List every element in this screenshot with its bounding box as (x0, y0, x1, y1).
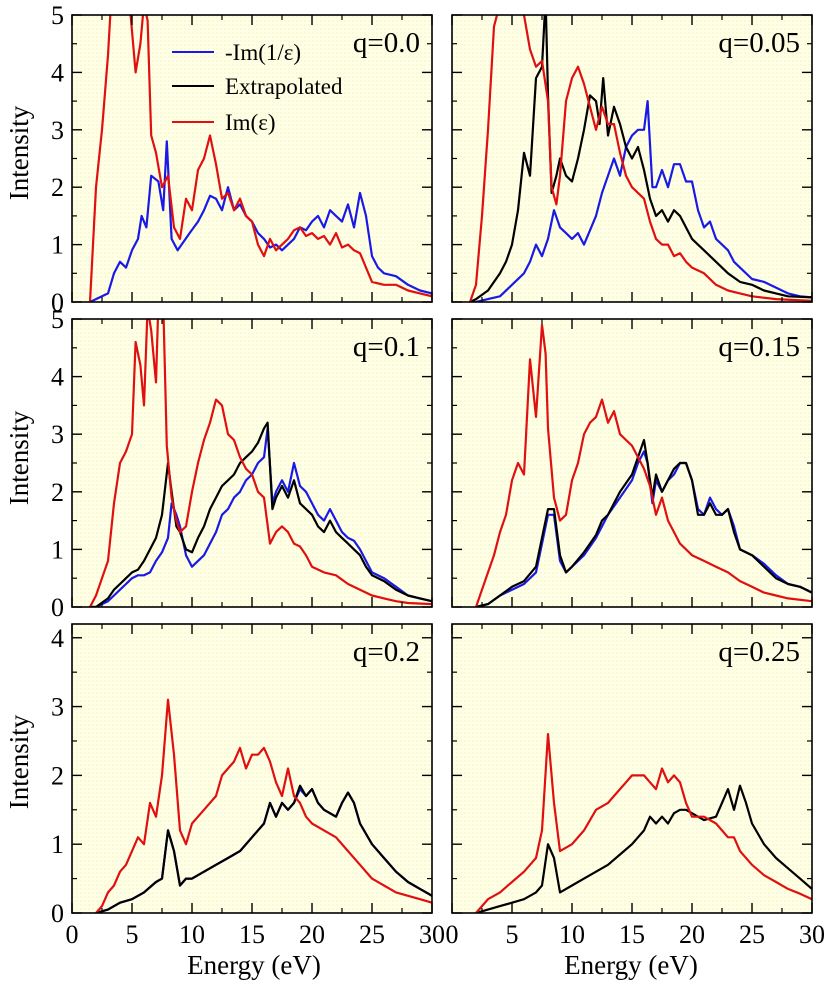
series-line-im (88, 15, 432, 302)
series-line-im (468, 15, 812, 302)
plot-background (72, 319, 432, 607)
plot-background (452, 319, 812, 607)
panel-label: q=0.25 (718, 636, 800, 668)
legend-label-inv: -Im(1/ε) (225, 40, 301, 65)
y-axis-label-row-3: Intensity (4, 714, 34, 809)
series-group (88, 15, 432, 302)
y-tick-label: 1 (51, 830, 64, 859)
series-line-ext (469, 15, 812, 302)
y-tick-label: 2 (51, 761, 64, 790)
labels-layer: Intensity Intensity Intensity Energy (eV… (4, 105, 698, 980)
x-tick-label: 30 (419, 920, 445, 949)
x-tick-label: 5 (506, 920, 519, 949)
x-tick-label: 25 (359, 920, 385, 949)
panel-label: q=0.1 (353, 331, 420, 363)
panel-label: q=0.05 (718, 27, 800, 59)
x-tick-label: 20 (299, 920, 325, 949)
y-tick-label: 1 (51, 231, 64, 260)
panel-4: q=0.15 (451, 318, 813, 608)
series-line-inv (475, 450, 812, 607)
y-axis-label-row-1: Intensity (4, 105, 34, 200)
y-tick-label: 1 (51, 535, 64, 564)
legend-label-im: Im(ε) (225, 110, 276, 135)
series-group (474, 323, 812, 607)
x-tick-label: 30 (799, 920, 825, 949)
x-axis-label-left: Energy (eV) (187, 950, 321, 980)
panel-5: 0 5 10 15 20 25 30 0 1 2 3 4 q=0.2 (51, 623, 445, 949)
x-tick-label: 15 (239, 920, 265, 949)
x-tick-label: 10 (179, 920, 205, 949)
x-tick-label: 0 (66, 920, 79, 949)
y-tick-label: 3 (51, 116, 64, 145)
y-tick-label: 5 (51, 1, 64, 30)
series-group (95, 698, 432, 913)
y-tick-label: 0 (51, 593, 64, 622)
series-line-im (95, 698, 432, 913)
panel-label: q=0.15 (718, 331, 800, 363)
y-tick-label: 3 (51, 693, 64, 722)
y-tick-label: 3 (51, 420, 64, 449)
y-tick-label: 4 (51, 58, 64, 87)
series-line-im (474, 323, 812, 607)
x-tick-label: 10 (559, 920, 585, 949)
y-axis-label-row-2: Intensity (4, 410, 34, 505)
x-tick-label: 20 (679, 920, 705, 949)
panel-label: q=0.0 (353, 27, 420, 59)
panel-1: 0 1 2 3 4 5 q=0.0 (51, 1, 433, 317)
y-tick-label: 0 (51, 288, 64, 317)
y-tick-label: 2 (51, 478, 64, 507)
series-line-ext (90, 421, 432, 607)
series-line-im (475, 733, 812, 913)
x-tick-label: 25 (739, 920, 765, 949)
x-axis-label-right: Energy (eV) (564, 950, 698, 980)
series-line-ext (475, 784, 812, 913)
y-tick-label: 4 (51, 363, 64, 392)
y-tick-label: 0 (51, 899, 64, 928)
series-line-inv (470, 100, 812, 302)
panel-3: 0 1 2 3 4 5 q=0.1 (51, 305, 433, 622)
series-group (89, 319, 432, 607)
x-tick-label: 5 (126, 920, 139, 949)
y-tick-label: 5 (51, 305, 64, 334)
y-tick-label: 4 (51, 624, 64, 653)
legend-label-ext: Extrapolated (225, 74, 343, 99)
x-tick-label: 0 (446, 920, 459, 949)
plot-background (72, 624, 432, 913)
panel-6: 0 5 10 15 20 25 30 q=0.25 (446, 623, 825, 949)
series-line-inv (90, 427, 432, 607)
panel-label: q=0.2 (353, 636, 420, 668)
y-tick-label: 2 (51, 173, 64, 202)
series-group (468, 15, 812, 302)
x-tick-label: 15 (619, 920, 645, 949)
legend: -Im(1/ε) Extrapolated Im(ε) (172, 40, 343, 135)
panel-2: q=0.05 (451, 14, 813, 303)
series-line-im (89, 319, 432, 607)
series-line-ext (95, 784, 432, 913)
series-group (475, 733, 812, 913)
